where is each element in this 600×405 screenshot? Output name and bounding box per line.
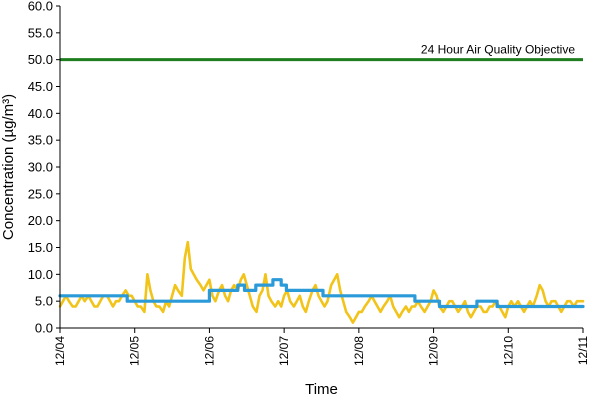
x-tick-label: 12/09 bbox=[427, 336, 441, 366]
y-tick-label: 50.0 bbox=[28, 52, 53, 67]
x-tick-label: 12/05 bbox=[128, 336, 142, 366]
objective-label: 24 Hour Air Quality Objective bbox=[421, 43, 575, 57]
y-tick-label: 60.0 bbox=[28, 0, 53, 14]
plot-area bbox=[58, 58, 585, 324]
y-tick-label: 30.0 bbox=[28, 160, 53, 175]
y-tick-label: 40.0 bbox=[28, 106, 53, 121]
x-tick-label: 12/08 bbox=[352, 336, 366, 366]
y-tick-label: 20.0 bbox=[28, 213, 53, 228]
x-axis-title: Time bbox=[305, 381, 338, 398]
x-tick-label: 12/11 bbox=[576, 336, 590, 365]
y-tick-label: 0.0 bbox=[35, 321, 53, 336]
y-tick-label: 10.0 bbox=[28, 267, 53, 282]
x-tick-label: 12/04 bbox=[53, 336, 67, 366]
x-axis: 12/04 12/05 12/06 12/07 12/08 12/09 12/10 12/11 bbox=[53, 327, 590, 366]
running-average-line bbox=[58, 278, 585, 309]
hourly-concentration-line bbox=[58, 240, 585, 324]
y-tick-label: 35.0 bbox=[28, 133, 53, 148]
y-tick-label: 55.0 bbox=[28, 25, 53, 40]
y-axis-title: Concentration (µg/m³) bbox=[0, 94, 17, 240]
y-tick-label: 45.0 bbox=[28, 79, 53, 94]
x-tick-label: 12/06 bbox=[202, 336, 216, 366]
y-tick-label: 15.0 bbox=[28, 240, 53, 255]
x-tick-label: 12/07 bbox=[277, 336, 291, 366]
x-tick-label: 12/10 bbox=[501, 336, 515, 366]
y-tick-label: 5.0 bbox=[35, 294, 53, 309]
y-axis: 0.0 5.0 10.0 15.0 20.0 25.0 30.0 35.0 40.0 45.0 50… bbox=[28, 0, 61, 336]
y-tick-label: 25.0 bbox=[28, 186, 53, 201]
